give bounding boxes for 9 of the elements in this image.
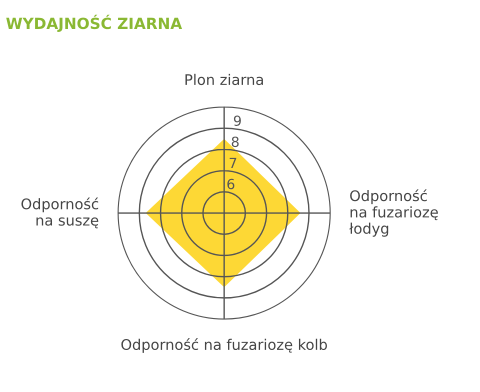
chart-title: WYDAJNOŚĆ ZIARNA [6,14,182,32]
y-tick-label: 9 [234,115,241,126]
spoke-label: Odporność na fuzariozę łodyg [349,189,438,237]
y-tick-label: 6 [227,178,234,190]
spoke-label: Odporność na suszę [21,198,98,228]
y-tick-label: 7 [230,158,236,168]
spoke-label: Plon ziarna [185,74,263,86]
spoke-label: Odporność na fuzariozę kolb [121,338,327,353]
y-tick-label: 8 [232,136,239,148]
